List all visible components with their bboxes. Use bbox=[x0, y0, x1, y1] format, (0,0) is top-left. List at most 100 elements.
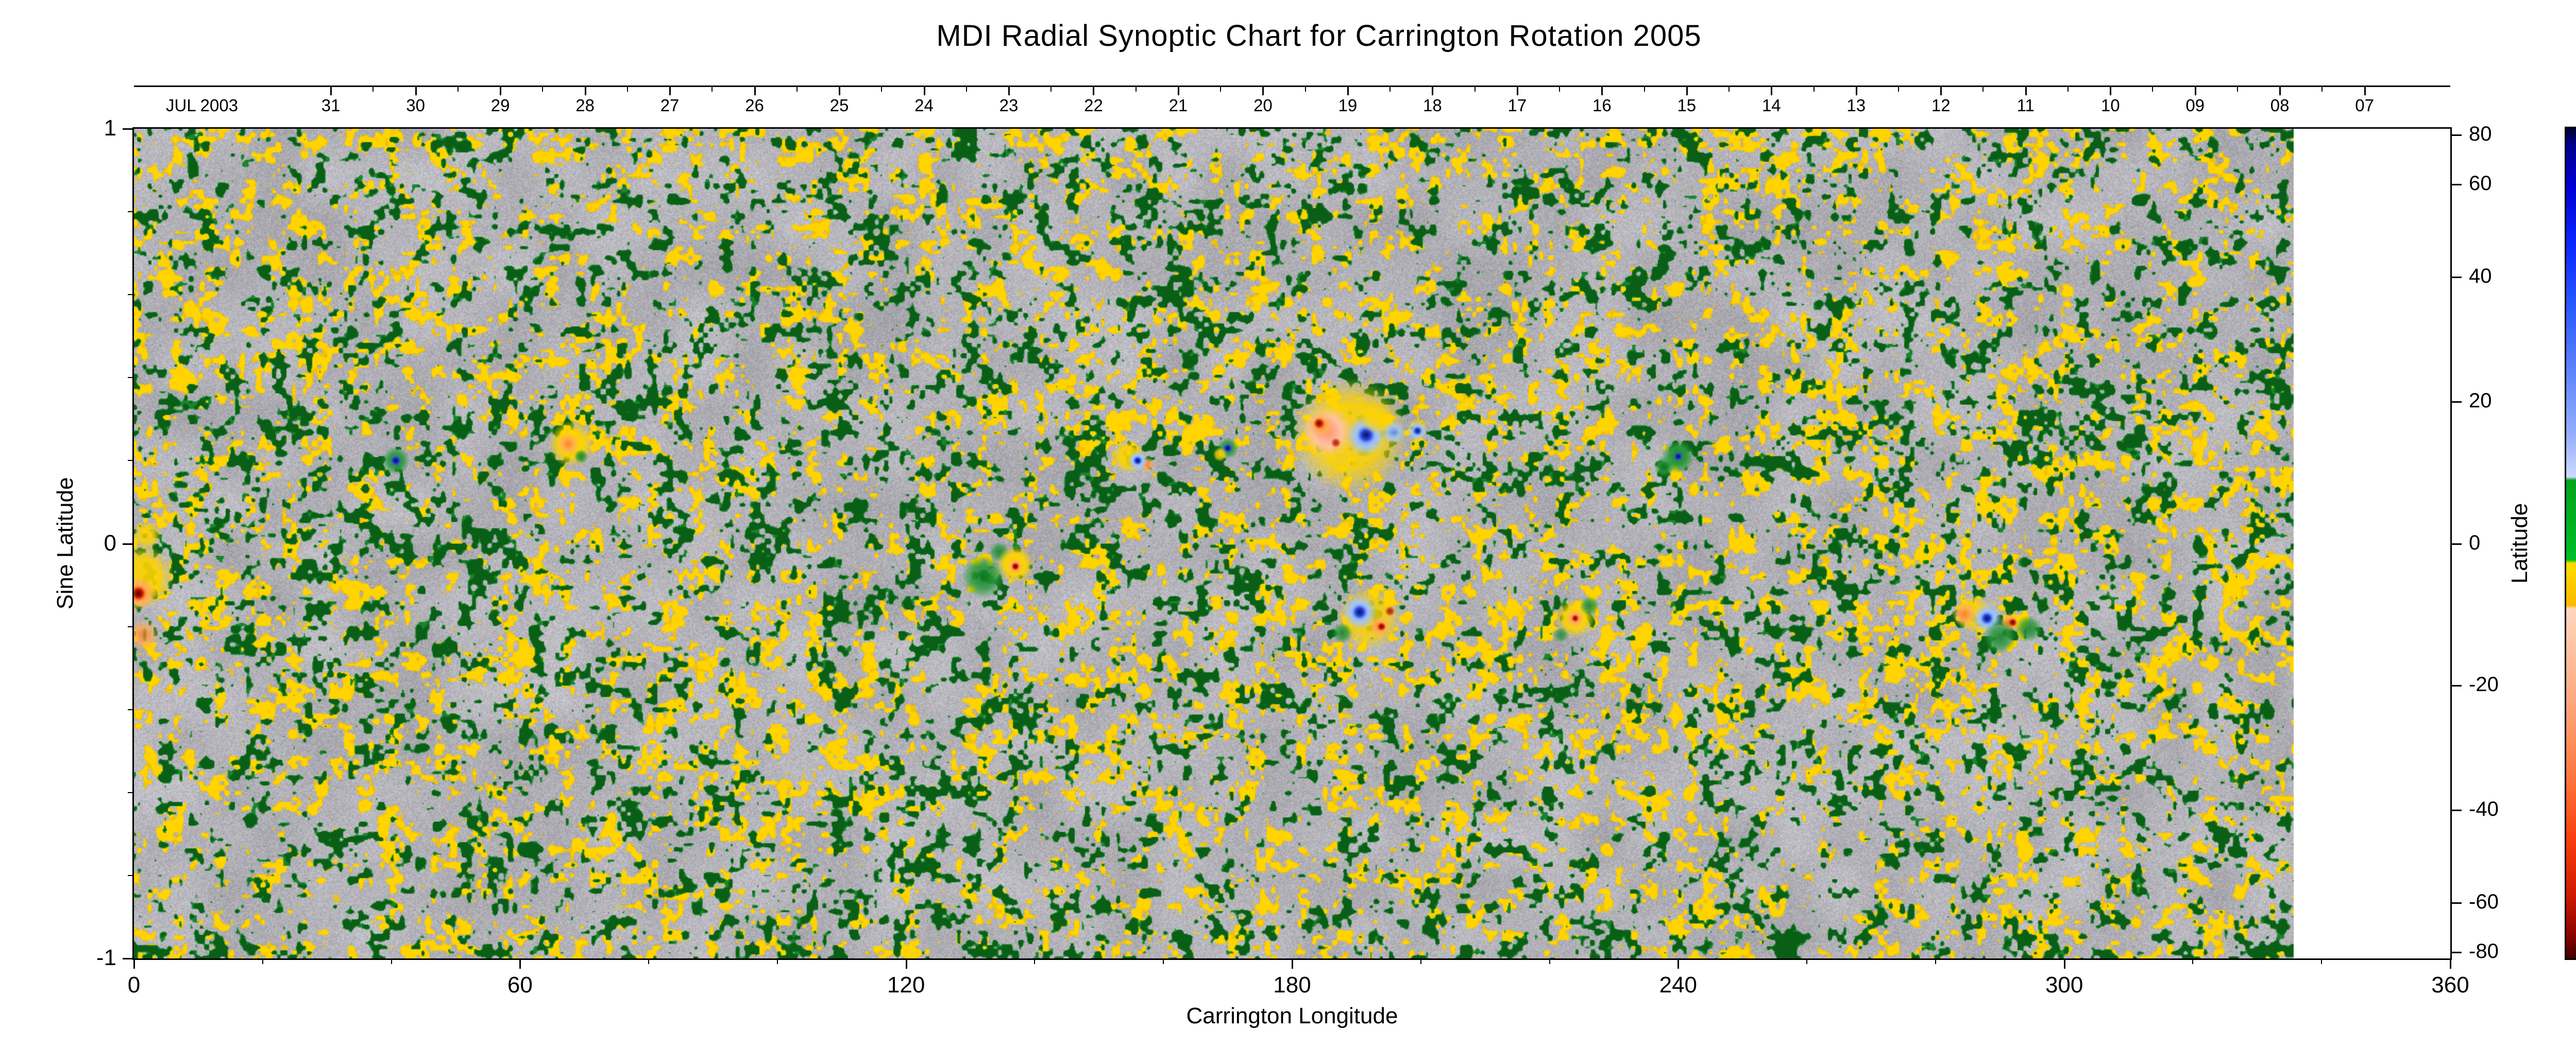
date-minor-tick bbox=[1389, 87, 1391, 92]
y-right-tick bbox=[2450, 902, 2462, 904]
x-minor-tick bbox=[648, 958, 650, 964]
x-minor-tick bbox=[1034, 958, 1036, 964]
date-tick bbox=[2025, 87, 2027, 95]
date-minor-tick bbox=[1898, 87, 1899, 92]
y-left-minor-tick bbox=[128, 377, 134, 379]
date-tick-label: 14 bbox=[1761, 96, 1781, 115]
date-minor-tick bbox=[2236, 87, 2238, 92]
date-tick bbox=[1940, 87, 1942, 95]
date-minor-tick bbox=[711, 87, 713, 92]
x-minor-tick bbox=[2321, 958, 2323, 964]
date-tick bbox=[923, 87, 925, 95]
date-tick bbox=[1855, 87, 1857, 95]
date-minor-tick bbox=[1220, 87, 1222, 92]
date-tick-label: 28 bbox=[575, 96, 595, 115]
date-tick-label: 19 bbox=[1338, 96, 1358, 115]
date-tick bbox=[500, 87, 502, 95]
date-tick bbox=[330, 87, 332, 95]
date-tick-label: 20 bbox=[1253, 96, 1273, 115]
y-left-minor-tick bbox=[128, 211, 134, 213]
y-right-tick-label: 40 bbox=[2469, 264, 2492, 287]
y-right-tick-label: -60 bbox=[2469, 890, 2499, 914]
date-tick bbox=[2279, 87, 2281, 95]
x-minor-tick bbox=[262, 958, 263, 964]
date-tick-label: 29 bbox=[490, 96, 510, 115]
y-left-minor-tick bbox=[128, 874, 134, 876]
y-right-tick-label: 80 bbox=[2469, 123, 2492, 146]
date-tick bbox=[1262, 87, 1264, 95]
date-tick-label: 18 bbox=[1423, 96, 1442, 115]
date-tick bbox=[754, 87, 756, 95]
date-tick bbox=[2194, 87, 2196, 95]
date-minor-tick bbox=[1982, 87, 1984, 92]
date-minor-tick bbox=[626, 87, 628, 92]
date-tick-label: 07 bbox=[2355, 96, 2374, 115]
date-tick-label: 23 bbox=[999, 96, 1019, 115]
y-right-tick bbox=[2450, 134, 2462, 136]
date-minor-tick bbox=[2321, 87, 2323, 92]
x-major-tick bbox=[519, 958, 521, 969]
date-tick-label: 17 bbox=[1507, 96, 1527, 115]
date-minor-tick bbox=[1643, 87, 1645, 92]
x-minor-tick bbox=[776, 958, 778, 964]
x-tick-label: 180 bbox=[1273, 972, 1311, 998]
date-tick bbox=[1601, 87, 1603, 95]
y-left-major-tick bbox=[123, 128, 134, 130]
x-minor-tick bbox=[1420, 958, 1421, 964]
date-minor-tick bbox=[1728, 87, 1730, 92]
date-tick-label: 15 bbox=[1677, 96, 1697, 115]
x-minor-tick bbox=[1806, 958, 1808, 964]
y-right-tick-label: -20 bbox=[2469, 673, 2499, 696]
x-tick-label: 360 bbox=[2431, 972, 2469, 998]
date-tick-label: 16 bbox=[1592, 96, 1612, 115]
plot-frame bbox=[132, 127, 2452, 960]
y-right-tick bbox=[2450, 810, 2462, 812]
x-major-tick bbox=[133, 958, 135, 969]
date-tick-label: 21 bbox=[1168, 96, 1188, 115]
x-major-tick bbox=[2063, 958, 2065, 969]
date-tick-label: 25 bbox=[829, 96, 849, 115]
date-tick-label: 22 bbox=[1084, 96, 1103, 115]
date-tick-label: 08 bbox=[2270, 96, 2290, 115]
x-tick-label: 300 bbox=[2045, 972, 2083, 998]
date-tick bbox=[1347, 87, 1349, 95]
date-minor-tick bbox=[1304, 87, 1306, 92]
y-right-tick-label: -80 bbox=[2469, 939, 2499, 963]
y-right-tick bbox=[2450, 276, 2462, 278]
y-left-tick-label: -1 bbox=[96, 945, 116, 970]
date-tick bbox=[839, 87, 841, 95]
magnetogram-map-canvas bbox=[134, 129, 2450, 958]
y-right-tick bbox=[2450, 183, 2462, 185]
x-tick-label: 240 bbox=[1659, 972, 1698, 998]
x-major-tick bbox=[1677, 958, 1680, 969]
date-tick-label: 10 bbox=[2100, 96, 2120, 115]
y-right-tick-label: 20 bbox=[2469, 389, 2492, 412]
right-y-axis-title: Latitude bbox=[2507, 503, 2532, 584]
top-axis-month-label: JUL 2003 bbox=[166, 96, 239, 115]
y-left-major-tick bbox=[123, 958, 134, 959]
x-tick-label: 60 bbox=[507, 972, 533, 998]
date-tick bbox=[1177, 87, 1179, 95]
date-tick bbox=[1516, 87, 1518, 95]
y-left-tick-label: 1 bbox=[104, 115, 116, 141]
date-tick bbox=[1008, 87, 1010, 95]
x-major-tick bbox=[905, 958, 907, 969]
date-tick bbox=[2364, 87, 2366, 95]
y-left-minor-tick bbox=[128, 626, 134, 627]
colorbar bbox=[2565, 127, 2576, 960]
x-minor-tick bbox=[1935, 958, 1936, 964]
date-tick-label: 09 bbox=[2185, 96, 2205, 115]
date-tick bbox=[1093, 87, 1095, 95]
x-minor-tick bbox=[391, 958, 392, 964]
chart-title: MDI Radial Synoptic Chart for Carrington… bbox=[936, 19, 1702, 53]
date-minor-tick bbox=[1135, 87, 1137, 92]
date-minor-tick bbox=[2152, 87, 2154, 92]
x-major-tick bbox=[1292, 958, 1293, 969]
date-tick bbox=[669, 87, 671, 95]
y-left-minor-tick bbox=[128, 792, 134, 793]
date-tick bbox=[415, 87, 417, 95]
date-minor-tick bbox=[542, 87, 544, 92]
x-tick-label: 120 bbox=[887, 972, 925, 998]
date-minor-tick bbox=[796, 87, 798, 92]
